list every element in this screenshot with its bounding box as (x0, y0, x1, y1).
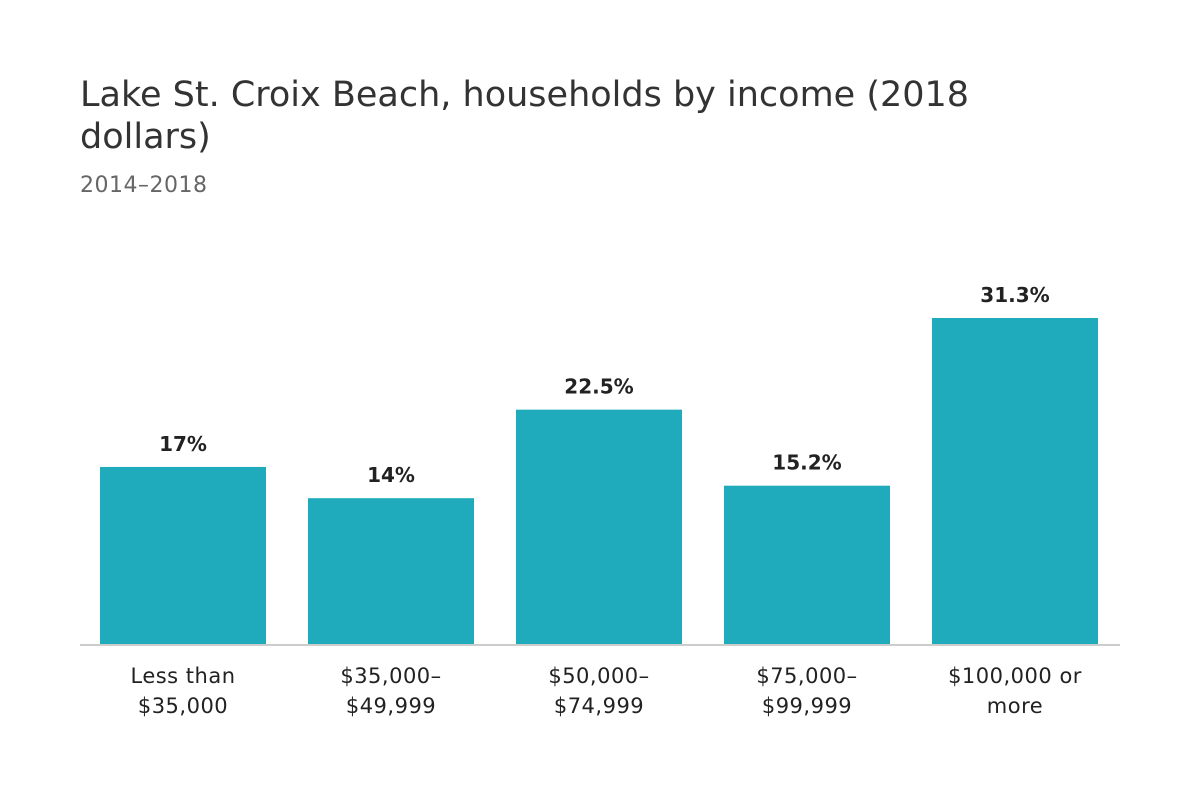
bar-3 (724, 485, 890, 644)
data-label-1: 14% (367, 463, 415, 487)
category-label-4: $100,000 or more (948, 664, 1082, 718)
bar-0 (100, 466, 266, 644)
bars-group (100, 318, 1098, 644)
chart-subtitle: 2014–2018 (80, 173, 208, 198)
chart-title: Lake St. Croix Beach, households by inco… (80, 75, 970, 157)
category-label-1: $35,000– $49,999 (340, 664, 441, 718)
data-label-0: 17% (159, 432, 207, 456)
category-label-2: $50,000– $74,999 (548, 664, 649, 718)
bar-1 (308, 498, 474, 644)
data-label-2: 22.5% (564, 375, 633, 399)
category-label-0: Less than $35,000 (130, 664, 235, 718)
data-label-4: 31.3% (980, 283, 1049, 307)
bar-2 (516, 409, 682, 644)
category-label-3: $75,000– $99,999 (756, 664, 857, 718)
data-label-3: 15.2% (772, 451, 841, 475)
labels-group: 17% Less than $35,000 14% $35,000– $49,999 22.… (130, 283, 1081, 718)
bar-4 (932, 318, 1098, 644)
